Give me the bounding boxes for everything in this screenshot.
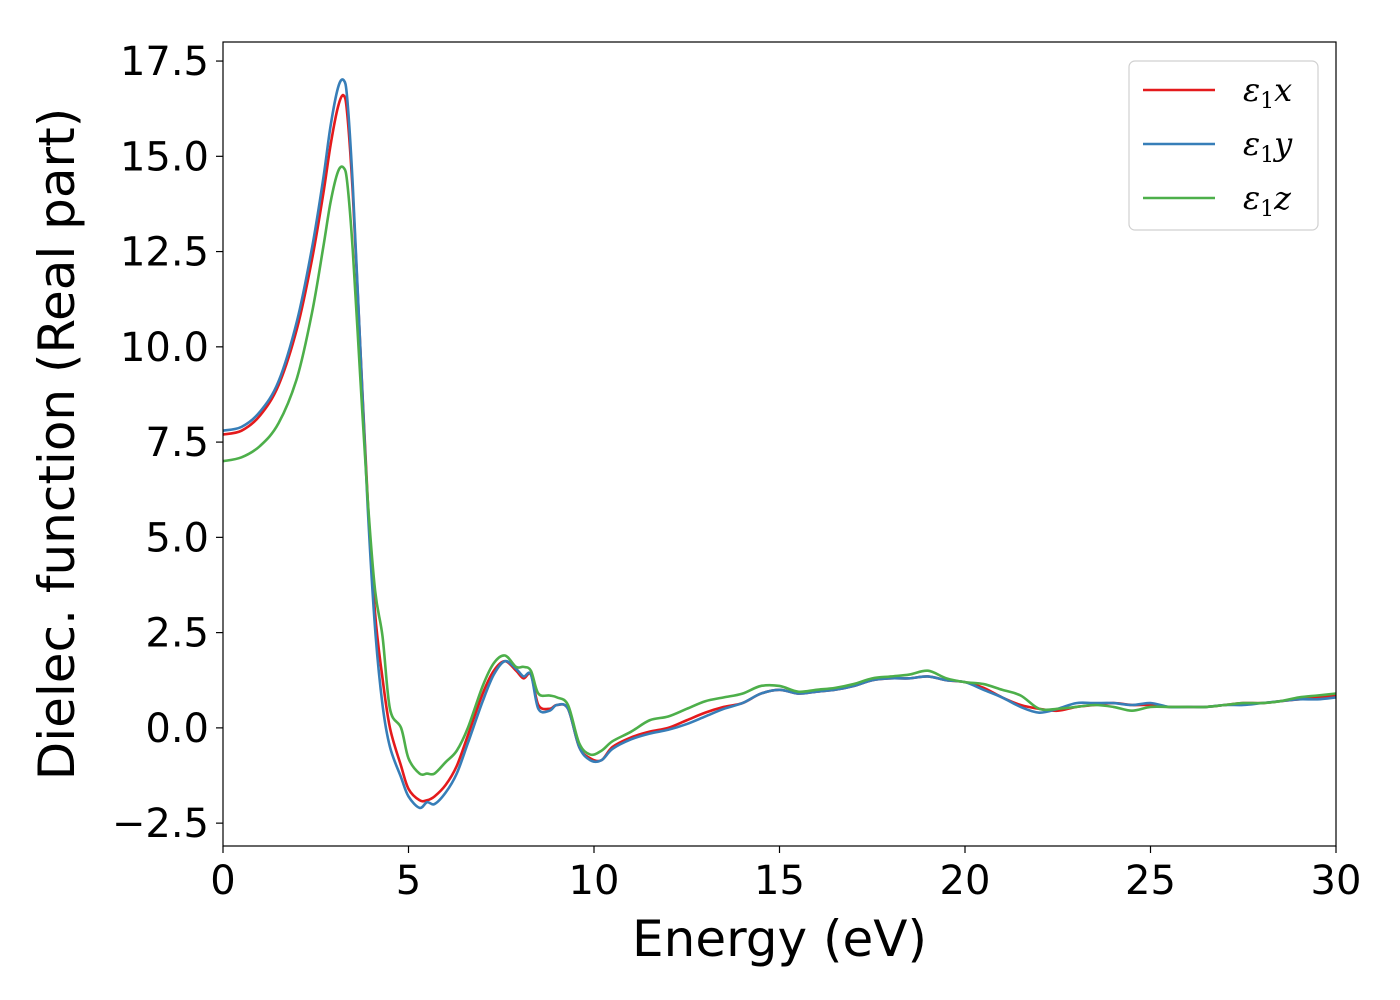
y-tick-label: 17.5 [120,39,209,85]
y-tick-label: 12.5 [120,230,209,276]
x-tick-label: 25 [1125,858,1176,904]
x-axis-label: Energy (eV) [632,910,927,968]
legend-label: ε1y [1243,125,1293,168]
series-line-3 [223,165,1336,777]
series-line-2 [223,78,1336,810]
y-axis-ticks: −2.5 0.0 2.5 5.0 7.5 10.0 12.5 15.0 17.5 [112,39,223,847]
legend-label: ε1x [1243,71,1292,114]
y-tick-label: 0.0 [145,706,209,752]
x-tick-label: 5 [396,858,421,904]
y-tick-label: 2.5 [145,611,209,657]
legend: ε1x ε1y ε1z [1128,60,1319,231]
y-axis-label: Dielec. function (Real part) [28,108,86,780]
x-tick-label: 15 [754,858,805,904]
x-axis-ticks: 0 5 10 15 20 25 30 [210,846,1361,904]
series-layer [223,78,1336,810]
y-tick-label: 7.5 [145,420,209,466]
y-tick-label: 10.0 [120,325,209,371]
legend-label: ε1z [1243,179,1292,222]
y-tick-label: 15.0 [120,134,209,180]
legend-box [1128,60,1319,231]
x-tick-label: 20 [940,858,991,904]
y-tick-label: −2.5 [112,801,209,847]
x-tick-label: 0 [210,858,235,904]
y-tick-label: 5.0 [145,515,209,561]
x-tick-label: 30 [1311,858,1362,904]
x-tick-label: 10 [569,858,620,904]
